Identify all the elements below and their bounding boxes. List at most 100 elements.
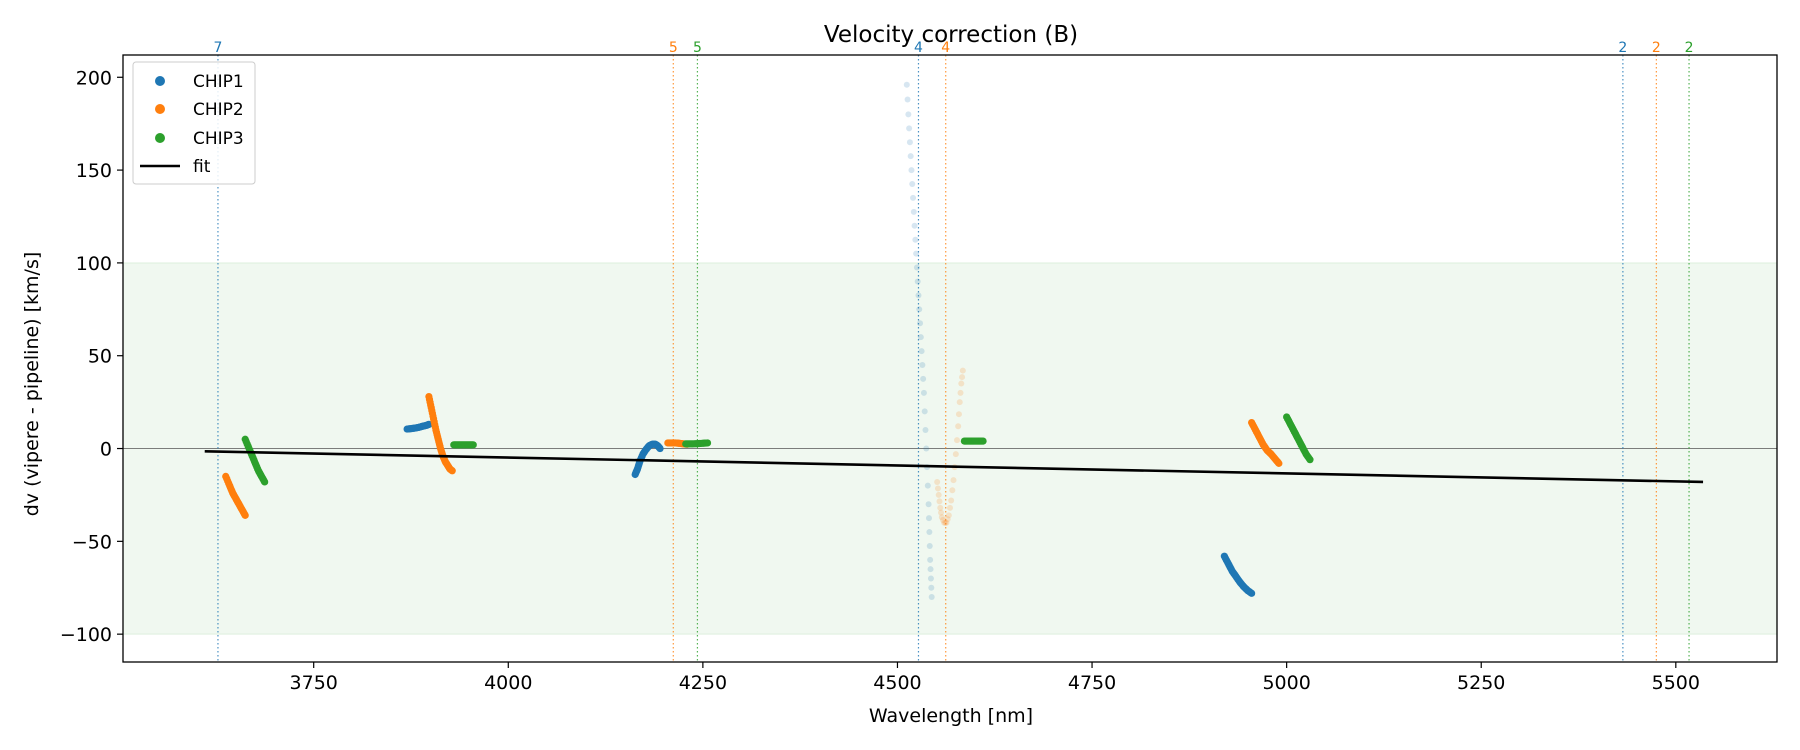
y-tick-label: 100 <box>76 253 112 275</box>
data-point <box>914 278 921 285</box>
x-axis-ticks: 3750 4000 4250 4500 4750 5000 5250 5500 <box>290 662 1700 694</box>
data-point <box>241 511 249 519</box>
data-point <box>950 477 957 484</box>
data-point <box>912 236 919 243</box>
data-point <box>937 504 944 511</box>
data-point <box>934 478 941 485</box>
order-label-7: 2 <box>1685 40 1694 56</box>
data-point <box>909 181 916 188</box>
data-point <box>917 320 924 327</box>
data-point <box>919 361 926 368</box>
data-point <box>947 504 953 511</box>
data-point <box>927 556 934 563</box>
chart-title: Velocity correction (B) <box>824 22 1078 48</box>
y-tick-label: −100 <box>60 624 112 646</box>
data-point <box>915 292 922 299</box>
data-point <box>656 444 664 453</box>
order-label-6: 2 <box>1652 40 1661 56</box>
data-point <box>469 441 477 449</box>
data-point <box>938 514 945 521</box>
order-label-5: 2 <box>1618 40 1627 56</box>
data-point <box>906 139 913 146</box>
legend-box <box>132 61 256 185</box>
y-axis-label: dv (vipere - pipeline) [km/s] <box>21 252 43 517</box>
data-point <box>927 575 934 582</box>
data-point <box>938 509 945 516</box>
x-tick-label: 5500 <box>1652 672 1700 694</box>
data-point <box>934 485 941 492</box>
fit-line <box>204 450 1704 484</box>
data-points-layer <box>222 81 1314 601</box>
x-axis-label: Wavelength [nm] <box>869 705 1033 727</box>
data-point <box>939 516 946 523</box>
data-point <box>905 111 912 118</box>
data-point <box>956 399 963 406</box>
legend-marker-chip1 <box>155 76 165 86</box>
data-point <box>920 375 927 382</box>
y-tick-label: −50 <box>72 531 112 553</box>
legend-label-chip3: CHIP3 <box>193 129 244 149</box>
order-label-1: 5 <box>669 40 678 56</box>
series-chip3-segment-4 <box>1283 413 1314 464</box>
data-point <box>958 380 965 387</box>
series-chip1-segment-0 <box>403 420 433 433</box>
series-chip3-segment-1 <box>450 441 477 449</box>
data-point <box>917 334 924 341</box>
data-point <box>944 516 951 523</box>
data-point <box>913 250 920 257</box>
data-point <box>952 451 959 458</box>
data-point <box>911 222 918 229</box>
data-point <box>936 498 943 505</box>
y-tick-label: 150 <box>76 160 112 182</box>
order-label-4: 4 <box>941 40 950 56</box>
data-point <box>906 125 913 132</box>
data-point <box>927 566 934 573</box>
series-chip1-segment-2 <box>903 81 935 601</box>
data-point <box>943 519 950 526</box>
data-point <box>949 487 956 494</box>
data-point <box>928 584 935 591</box>
data-point <box>954 437 961 444</box>
data-point <box>908 167 915 174</box>
series-chip2-segment-3 <box>934 367 966 526</box>
series-chip3-segment-3 <box>960 437 987 445</box>
data-point <box>925 501 932 508</box>
data-point <box>910 208 917 215</box>
data-point <box>925 515 932 522</box>
legend-marker-chip2 <box>155 104 165 114</box>
data-point <box>703 439 712 447</box>
data-point <box>928 594 935 601</box>
data-point <box>920 389 927 396</box>
series-chip2-segment-4 <box>1248 418 1283 467</box>
y-axis-ticks: −100 −50 0 50 100 150 200 <box>60 67 123 646</box>
data-point <box>942 519 949 526</box>
series-chip1-segment-3 <box>1220 552 1256 597</box>
fit-line-layer <box>204 450 1704 484</box>
data-point <box>955 423 962 430</box>
data-point <box>1275 459 1283 467</box>
x-tick-label: 4500 <box>873 672 921 694</box>
order-label-3: 4 <box>914 40 923 56</box>
series-chip2-segment-0 <box>222 472 249 519</box>
legend: CHIP1 CHIP2 CHIP3 fit <box>132 61 256 185</box>
order-label-0: 7 <box>213 40 222 56</box>
y-tick-label: 200 <box>76 67 112 89</box>
x-tick-label: 4750 <box>1068 672 1116 694</box>
data-point <box>955 411 962 418</box>
series-chip3-segment-2 <box>682 439 712 448</box>
order-label-2: 5 <box>693 40 702 56</box>
x-tick-label: 4250 <box>679 672 727 694</box>
data-point <box>979 437 987 445</box>
data-point <box>921 408 928 415</box>
x-tick-label: 5250 <box>1457 672 1505 694</box>
data-point <box>945 512 952 519</box>
series-chip2-segment-1 <box>425 392 456 475</box>
data-point <box>1248 589 1256 597</box>
data-point <box>913 264 920 271</box>
data-point <box>935 491 942 498</box>
data-point <box>926 529 933 536</box>
plot-frame <box>122 54 1778 663</box>
legend-marker-chip3 <box>155 133 165 143</box>
data-point <box>261 478 269 486</box>
